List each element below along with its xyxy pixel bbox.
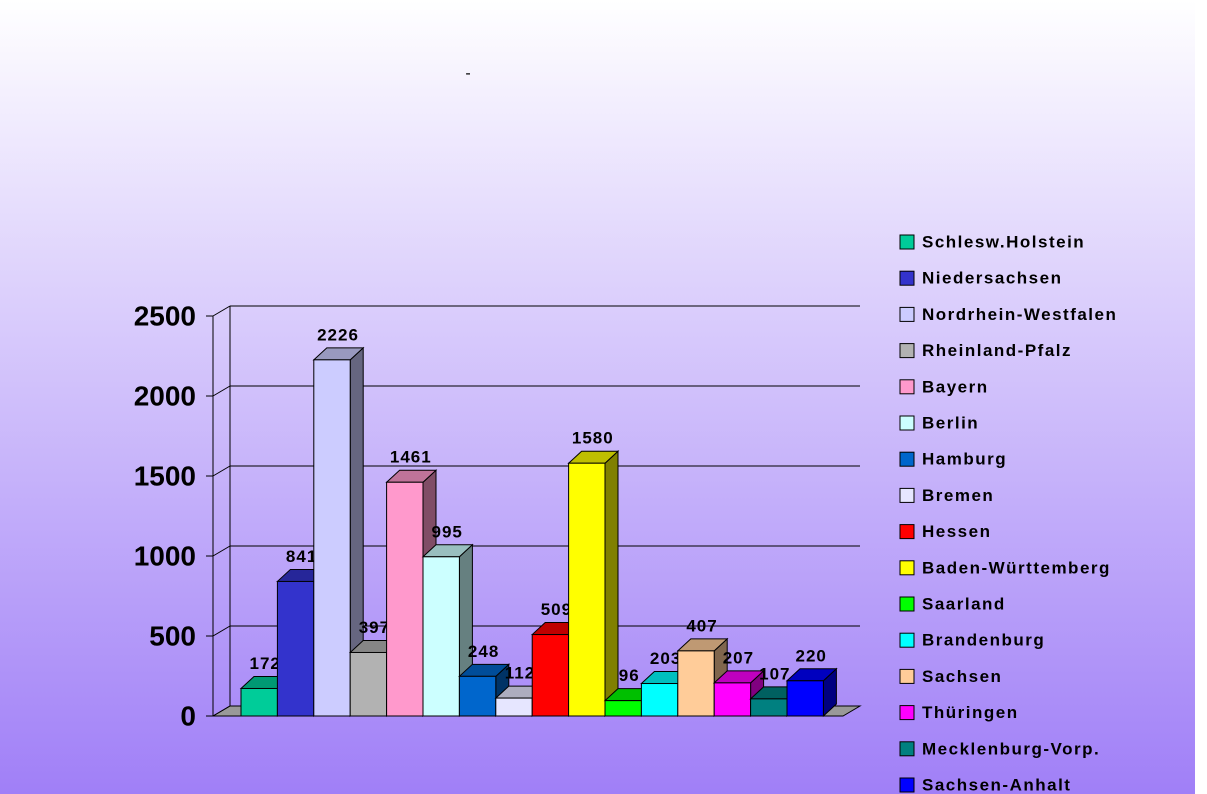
legend-swatch bbox=[899, 415, 915, 431]
value-label: 1461 bbox=[390, 448, 432, 467]
y-tick-label: 1000 bbox=[134, 540, 196, 571]
grid-line bbox=[212, 305, 231, 317]
legend-swatch bbox=[899, 524, 915, 540]
legend-label: Bremen bbox=[922, 486, 994, 505]
legend-swatch bbox=[899, 270, 915, 286]
bar bbox=[531, 634, 570, 717]
grid-line bbox=[212, 625, 231, 637]
bar bbox=[458, 675, 497, 717]
legend-swatch bbox=[899, 668, 915, 684]
legend-label: Schlesw.Holstein bbox=[922, 232, 1085, 251]
chart-title: - bbox=[465, 65, 470, 82]
legend-swatch bbox=[899, 705, 915, 721]
legend-swatch bbox=[899, 343, 915, 359]
legend-swatch bbox=[899, 596, 915, 612]
legend-swatch bbox=[899, 487, 915, 503]
bar bbox=[568, 462, 606, 717]
grid-line bbox=[212, 705, 231, 717]
value-label: 172 bbox=[250, 654, 281, 673]
value-label: 407 bbox=[686, 616, 717, 635]
bar bbox=[495, 697, 533, 717]
legend-label: Rheinland-Pfalz bbox=[922, 341, 1072, 360]
y-tick-label: 500 bbox=[149, 620, 196, 651]
value-label: 96 bbox=[619, 666, 640, 685]
bar bbox=[386, 481, 424, 717]
legend-swatch bbox=[899, 379, 915, 395]
bar bbox=[240, 687, 278, 717]
legend-label: Bayern bbox=[922, 377, 989, 396]
bar bbox=[750, 698, 788, 717]
bar bbox=[786, 680, 824, 717]
value-label: 995 bbox=[432, 522, 463, 541]
legend-label: Baden-Württemberg bbox=[922, 558, 1111, 577]
value-label: 220 bbox=[796, 646, 827, 665]
y-tick-label: 2000 bbox=[134, 380, 196, 411]
legend-swatch bbox=[899, 777, 915, 793]
value-label: 2226 bbox=[317, 325, 359, 344]
value-label: 207 bbox=[723, 648, 754, 667]
value-label: 112 bbox=[505, 664, 535, 683]
value-label: 1580 bbox=[572, 429, 614, 448]
bar-side bbox=[604, 450, 619, 718]
legend-label: Sachsen-Anhalt bbox=[922, 775, 1071, 794]
legend-label: Saarland bbox=[922, 594, 1006, 613]
legend-swatch bbox=[899, 560, 915, 576]
legend-label: Thüringen bbox=[922, 703, 1019, 722]
bar bbox=[677, 650, 715, 717]
legend-label: Mecklenburg-Vorp. bbox=[922, 739, 1100, 758]
grid-line bbox=[212, 385, 231, 397]
legend-label: Hamburg bbox=[922, 450, 1007, 469]
legend-label: Sachsen bbox=[922, 667, 1002, 686]
bar bbox=[640, 683, 679, 717]
grid-line bbox=[212, 465, 231, 477]
bar bbox=[713, 682, 752, 717]
value-label: 397 bbox=[359, 618, 390, 637]
legend-label: Brandenburg bbox=[922, 631, 1045, 650]
y-tick-label: 0 bbox=[180, 700, 196, 731]
y-tick-label: 2500 bbox=[134, 300, 196, 331]
bar bbox=[313, 359, 351, 717]
value-label: 841 bbox=[286, 547, 317, 566]
grid-line bbox=[212, 545, 231, 557]
bar bbox=[349, 651, 388, 717]
value-label: 509 bbox=[541, 600, 572, 619]
legend-label: Niedersachsen bbox=[922, 269, 1062, 288]
value-label: 107 bbox=[759, 664, 790, 683]
value-label: 203 bbox=[650, 649, 681, 668]
bar bbox=[604, 700, 642, 717]
legend-label: Nordrhein-Westfalen bbox=[922, 305, 1117, 324]
legend-swatch bbox=[899, 741, 915, 757]
legend-label: Hessen bbox=[922, 522, 991, 541]
legend-swatch bbox=[899, 451, 915, 467]
value-label: 248 bbox=[468, 642, 499, 661]
bar bbox=[276, 580, 315, 717]
legend-swatch bbox=[899, 632, 915, 648]
legend-label: Berlin bbox=[922, 413, 979, 432]
legend-swatch bbox=[899, 306, 915, 322]
legend-swatch bbox=[899, 234, 915, 250]
bar bbox=[422, 556, 460, 717]
y-tick-label: 1500 bbox=[134, 460, 196, 491]
